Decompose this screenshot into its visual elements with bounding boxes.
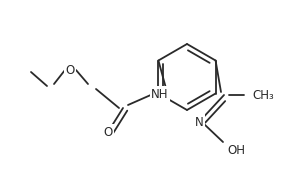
Text: O: O: [103, 125, 113, 139]
Text: CH₃: CH₃: [252, 88, 274, 102]
Text: NH: NH: [151, 88, 169, 100]
Text: N: N: [195, 115, 203, 129]
Text: O: O: [65, 63, 75, 77]
Text: OH: OH: [227, 144, 245, 157]
